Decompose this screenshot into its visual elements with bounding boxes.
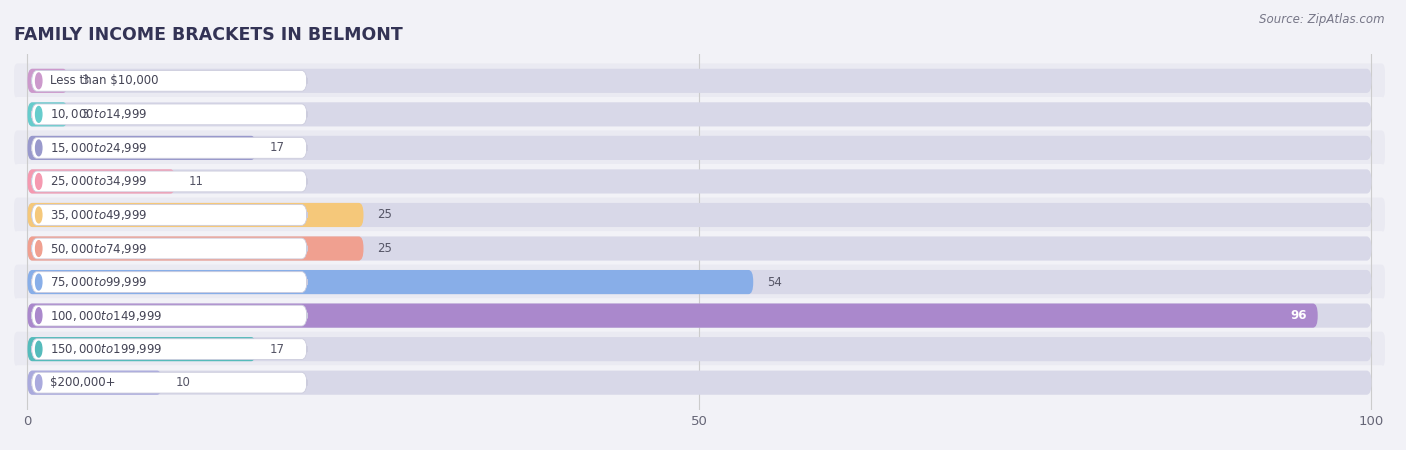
- Text: Less than $10,000: Less than $10,000: [51, 74, 159, 87]
- FancyBboxPatch shape: [28, 169, 176, 194]
- FancyBboxPatch shape: [28, 303, 1317, 328]
- FancyBboxPatch shape: [14, 265, 1385, 300]
- FancyBboxPatch shape: [28, 371, 1371, 395]
- FancyBboxPatch shape: [31, 305, 307, 326]
- FancyBboxPatch shape: [31, 372, 307, 393]
- Text: $75,000 to $99,999: $75,000 to $99,999: [51, 275, 148, 289]
- FancyBboxPatch shape: [31, 205, 307, 225]
- Circle shape: [35, 73, 42, 89]
- Circle shape: [35, 207, 42, 223]
- Text: Source: ZipAtlas.com: Source: ZipAtlas.com: [1260, 14, 1385, 27]
- Text: FAMILY INCOME BRACKETS IN BELMONT: FAMILY INCOME BRACKETS IN BELMONT: [14, 26, 402, 44]
- Text: 25: 25: [377, 208, 392, 221]
- FancyBboxPatch shape: [14, 198, 1385, 232]
- FancyBboxPatch shape: [28, 69, 1371, 93]
- Text: 3: 3: [82, 74, 89, 87]
- Text: 10: 10: [176, 376, 190, 389]
- FancyBboxPatch shape: [14, 231, 1385, 266]
- FancyBboxPatch shape: [31, 71, 307, 91]
- FancyBboxPatch shape: [28, 236, 364, 261]
- Text: 17: 17: [270, 342, 284, 356]
- FancyBboxPatch shape: [14, 298, 1385, 333]
- FancyBboxPatch shape: [14, 332, 1385, 367]
- FancyBboxPatch shape: [28, 270, 754, 294]
- Circle shape: [35, 375, 42, 391]
- Text: 25: 25: [377, 242, 392, 255]
- Circle shape: [35, 140, 42, 156]
- Circle shape: [35, 241, 42, 256]
- FancyBboxPatch shape: [14, 63, 1385, 98]
- FancyBboxPatch shape: [28, 169, 1371, 194]
- FancyBboxPatch shape: [28, 236, 1371, 261]
- FancyBboxPatch shape: [14, 164, 1385, 199]
- Text: 96: 96: [1291, 309, 1308, 322]
- FancyBboxPatch shape: [31, 138, 307, 158]
- FancyBboxPatch shape: [28, 337, 256, 361]
- FancyBboxPatch shape: [31, 238, 307, 259]
- Text: $50,000 to $74,999: $50,000 to $74,999: [51, 242, 148, 256]
- FancyBboxPatch shape: [14, 365, 1385, 400]
- FancyBboxPatch shape: [14, 130, 1385, 165]
- FancyBboxPatch shape: [28, 371, 162, 395]
- Text: 17: 17: [270, 141, 284, 154]
- Text: 3: 3: [82, 108, 89, 121]
- Circle shape: [35, 308, 42, 324]
- FancyBboxPatch shape: [28, 270, 1371, 294]
- Text: 54: 54: [766, 275, 782, 288]
- FancyBboxPatch shape: [28, 303, 1371, 328]
- FancyBboxPatch shape: [31, 272, 307, 292]
- FancyBboxPatch shape: [31, 171, 307, 192]
- FancyBboxPatch shape: [28, 102, 1371, 126]
- FancyBboxPatch shape: [28, 203, 1371, 227]
- FancyBboxPatch shape: [28, 136, 1371, 160]
- FancyBboxPatch shape: [14, 97, 1385, 132]
- Text: $200,000+: $200,000+: [51, 376, 115, 389]
- Text: $100,000 to $149,999: $100,000 to $149,999: [51, 309, 162, 323]
- Circle shape: [35, 107, 42, 122]
- Text: $150,000 to $199,999: $150,000 to $199,999: [51, 342, 162, 356]
- FancyBboxPatch shape: [28, 69, 67, 93]
- Text: $10,000 to $14,999: $10,000 to $14,999: [51, 108, 148, 122]
- FancyBboxPatch shape: [28, 337, 1371, 361]
- Text: 11: 11: [188, 175, 204, 188]
- FancyBboxPatch shape: [28, 102, 67, 126]
- Text: $35,000 to $49,999: $35,000 to $49,999: [51, 208, 148, 222]
- Circle shape: [35, 174, 42, 189]
- FancyBboxPatch shape: [28, 136, 256, 160]
- Text: $25,000 to $34,999: $25,000 to $34,999: [51, 175, 148, 189]
- Circle shape: [35, 274, 42, 290]
- FancyBboxPatch shape: [31, 104, 307, 125]
- FancyBboxPatch shape: [28, 203, 364, 227]
- Text: $15,000 to $24,999: $15,000 to $24,999: [51, 141, 148, 155]
- FancyBboxPatch shape: [31, 339, 307, 360]
- Circle shape: [35, 341, 42, 357]
